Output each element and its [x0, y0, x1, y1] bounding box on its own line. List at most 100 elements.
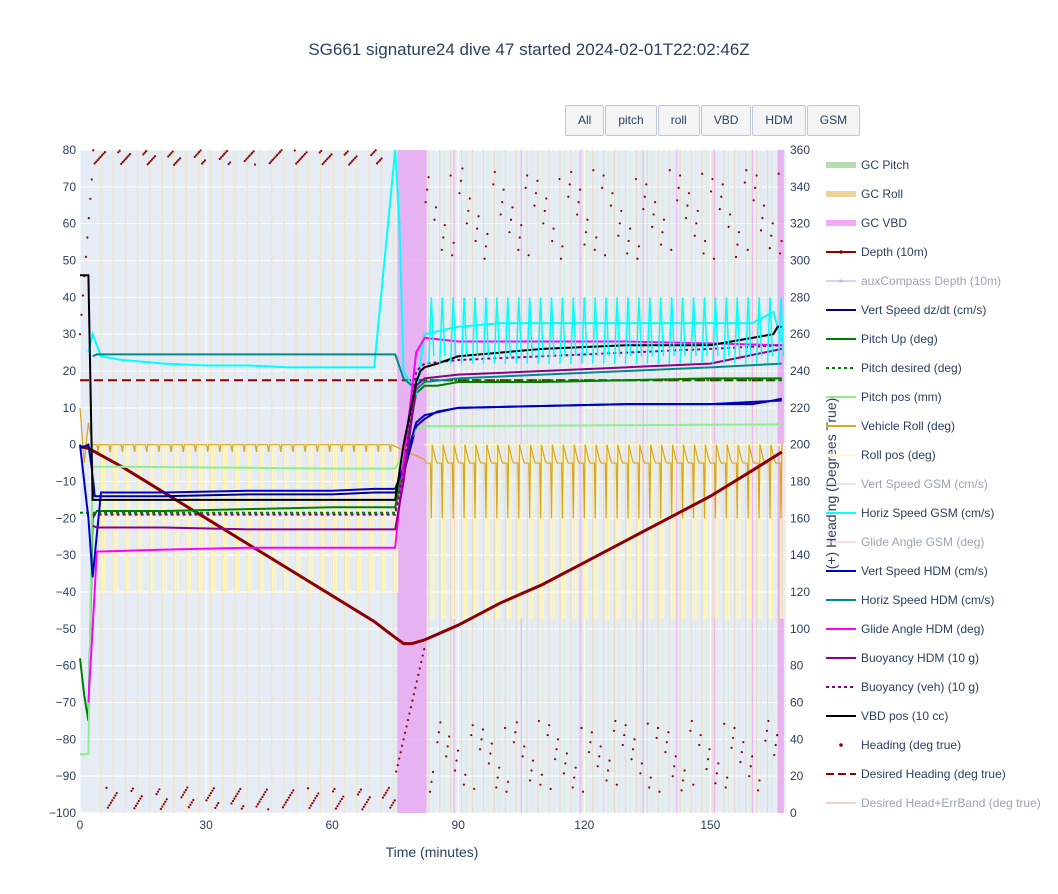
heading-marker: [386, 789, 389, 792]
button-roll[interactable]: roll: [657, 105, 700, 136]
heading-marker: [114, 794, 117, 797]
legend-item[interactable]: Vert Speed GSM (cm/s): [826, 477, 988, 491]
legend-item[interactable]: Pitch desired (deg): [826, 361, 962, 375]
heading-marker: [546, 733, 549, 737]
heading-marker: [612, 729, 616, 732]
heading-marker: [361, 808, 364, 811]
heading-marker: [173, 163, 176, 166]
button-hdm[interactable]: HDM: [752, 105, 806, 136]
legend-item[interactable]: Glide Angle HDM (deg): [826, 622, 984, 636]
heading-marker: [418, 667, 421, 670]
heading-marker: [446, 745, 449, 748]
heading-marker: [609, 204, 613, 207]
heading-marker: [143, 151, 146, 154]
heading-marker: [401, 744, 404, 747]
legend-item[interactable]: Pitch Up (deg): [826, 332, 938, 346]
heading-marker: [196, 152, 199, 155]
heading-marker: [234, 795, 238, 798]
legend-item[interactable]: VBD pos (10 cc): [826, 709, 948, 723]
legend-item[interactable]: Desired Heading (deg true): [826, 767, 1006, 781]
heading-marker: [170, 152, 173, 155]
legend-item[interactable]: Vert Speed dz/dt (cm/s): [826, 303, 986, 317]
legend-item[interactable]: Roll pos (deg): [826, 448, 936, 462]
button-vbd[interactable]: VBD: [700, 105, 752, 136]
heading-marker: [295, 162, 298, 165]
heading-marker: [306, 787, 310, 790]
heading-marker: [211, 789, 214, 792]
heading-marker: [100, 154, 104, 157]
heading-marker: [699, 733, 702, 737]
heading-marker: [417, 673, 420, 676]
heading-marker: [561, 245, 564, 248]
heading-marker: [217, 802, 220, 805]
heading-marker: [175, 160, 179, 163]
heading-marker: [596, 765, 599, 768]
heading-marker: [756, 789, 760, 792]
heading-marker: [199, 149, 202, 152]
heading-marker: [373, 150, 376, 153]
legend-item[interactable]: Desired Head+ErrBand (deg true): [826, 796, 1041, 810]
heading-marker: [639, 772, 642, 775]
legend-item[interactable]: Depth (10m): [826, 245, 928, 259]
heading-marker: [709, 190, 713, 193]
heading-marker: [624, 724, 627, 727]
heading-marker: [708, 748, 711, 751]
heading-marker: [105, 786, 108, 790]
legend-item[interactable]: Buoyancy HDM (10 g): [826, 651, 979, 665]
button-all[interactable]: All: [565, 105, 605, 136]
legend-item[interactable]: GC VBD: [826, 216, 907, 230]
heading-marker: [230, 802, 233, 805]
heading-marker: [733, 726, 736, 730]
y-tick-label: 50: [63, 254, 77, 268]
y-tick-label: −60: [56, 659, 77, 673]
heading-marker: [631, 748, 635, 751]
heading-marker: [428, 790, 432, 793]
legend-item[interactable]: Vehicle Roll (deg): [826, 419, 955, 433]
heading-marker: [200, 162, 204, 165]
button-pitch[interactable]: pitch: [605, 105, 657, 136]
x-tick-label: 90: [452, 818, 466, 832]
legend-item[interactable]: GC Pitch: [826, 158, 909, 172]
heading-marker: [123, 159, 126, 162]
legend-item[interactable]: Pitch pos (mm): [826, 390, 942, 404]
legend-item[interactable]: Buoyancy (veh) (10 g): [826, 680, 979, 694]
heading-marker: [177, 158, 180, 161]
legend-item[interactable]: Glide Angle GSM (deg): [826, 535, 984, 549]
heading-marker: [99, 155, 102, 159]
heading-marker: [303, 152, 307, 156]
legend-item[interactable]: auxCompass Depth (10m): [826, 274, 1001, 288]
y-tick-label: −90: [56, 769, 77, 783]
heading-marker: [723, 722, 726, 725]
heading-marker: [520, 223, 523, 227]
heading-marker: [430, 780, 433, 783]
heading-marker: [402, 738, 405, 741]
heading-marker: [758, 779, 761, 782]
heading-marker: [720, 195, 723, 198]
heading-marker: [564, 762, 567, 765]
heading-marker: [225, 149, 229, 153]
legend-item[interactable]: Horiz Speed GSM (cm/s): [826, 506, 994, 520]
heading-marker: [493, 170, 496, 174]
y-tick-label: 10: [63, 401, 77, 415]
heading-marker: [599, 745, 602, 748]
heading-marker: [673, 765, 676, 768]
heading-marker: [178, 157, 182, 160]
heading-marker: [618, 222, 621, 225]
heading-marker: [693, 234, 696, 237]
heading-marker: [680, 789, 683, 792]
heading-marker: [231, 799, 235, 803]
heading-marker: [518, 236, 521, 239]
legend-item[interactable]: Vert Speed HDM (cm/s): [826, 564, 988, 578]
heading-marker: [223, 153, 226, 156]
heading-marker: [449, 174, 452, 177]
legend-item[interactable]: Heading (deg true): [839, 738, 961, 752]
heading-marker: [205, 799, 208, 802]
heading-marker: [314, 797, 317, 800]
legend-item[interactable]: GC Roll: [826, 187, 903, 201]
heading-marker: [598, 755, 601, 758]
heading-marker: [704, 239, 707, 243]
legend-label: Pitch desired (deg): [861, 361, 962, 375]
legend-item[interactable]: Horiz Speed HDM (cm/s): [826, 593, 994, 607]
button-gsm[interactable]: GSM: [806, 105, 861, 136]
heading-marker: [78, 333, 82, 336]
